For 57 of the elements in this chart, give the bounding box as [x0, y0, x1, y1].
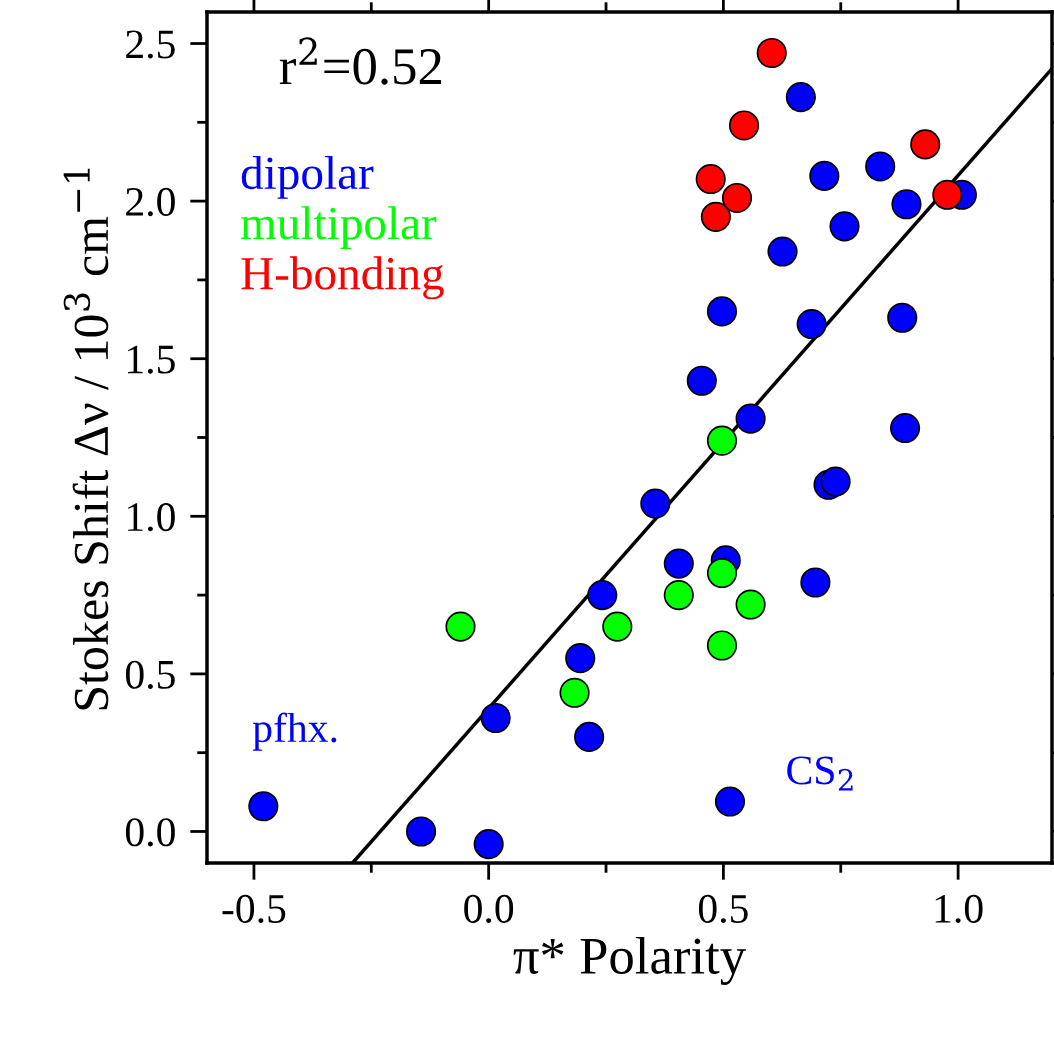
- point: [721, 182, 753, 214]
- y-tick-label: 1.5: [128, 345, 175, 374]
- x-axis-title: π* Polarity: [513, 936, 746, 985]
- y-tick-label: 0.5: [125, 660, 175, 689]
- point: [820, 466, 851, 497]
- point: [887, 302, 918, 333]
- point: [714, 786, 746, 817]
- point: [405, 816, 437, 847]
- point: [559, 677, 590, 708]
- point: [695, 163, 726, 195]
- point: [473, 829, 504, 860]
- point: [891, 189, 922, 220]
- point: [865, 151, 896, 182]
- point: [728, 110, 760, 141]
- text: multipolar: [241, 206, 437, 249]
- point: [445, 611, 476, 642]
- point: [706, 425, 738, 456]
- point: [248, 791, 279, 822]
- point: [602, 611, 633, 642]
- point: [663, 580, 694, 611]
- point: [587, 580, 618, 611]
- y-tick-label: 0.0: [125, 818, 175, 847]
- y-axis-title: Stokes Shift Δν / 10$^{3}$ cm$^{−1}$: [63, 168, 109, 710]
- point: [480, 702, 511, 734]
- point: [800, 567, 831, 598]
- point: [829, 211, 860, 242]
- point: [565, 643, 596, 674]
- point: [706, 630, 738, 661]
- y-tick-label: 2.0: [126, 187, 175, 217]
- annotation: r$^{2}$=0.52: [279, 37, 441, 85]
- x-tick-label: -0.5: [222, 894, 286, 924]
- point: [910, 129, 941, 160]
- y-tick-label: 1.0: [128, 503, 175, 532]
- annotation: CS$_{2}$: [787, 756, 853, 791]
- legend-label: dipolar: [241, 155, 374, 199]
- point: [785, 82, 816, 113]
- point: [809, 160, 840, 191]
- point: [735, 403, 766, 434]
- point: [574, 721, 605, 752]
- point: [686, 365, 717, 396]
- point: [735, 589, 766, 620]
- x-tick-label: 1.0: [935, 894, 983, 924]
- point: [706, 557, 738, 589]
- annotation: pfhx.: [252, 712, 337, 751]
- point: [706, 296, 738, 327]
- point: [663, 548, 694, 579]
- point: [756, 37, 787, 69]
- x-tick-label: 0.5: [698, 894, 748, 924]
- point: [700, 201, 731, 232]
- point: [932, 179, 963, 210]
- point: [889, 412, 921, 444]
- point: [796, 308, 827, 340]
- point: [640, 488, 671, 519]
- x-tick-label: 0.0: [464, 894, 514, 924]
- text: H-bonding: [241, 256, 444, 300]
- y-tick-label: 2.5: [126, 30, 175, 59]
- point: [767, 236, 798, 267]
